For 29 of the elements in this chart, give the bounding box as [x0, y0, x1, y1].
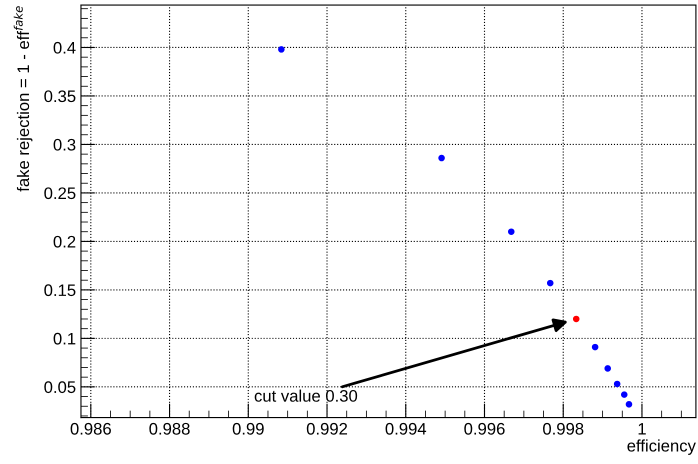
point: [438, 154, 445, 162]
point: [592, 344, 598, 350]
y-tick-label: 0.4: [54, 42, 76, 54]
y-tick-label: 0.2: [54, 236, 76, 248]
point: [546, 280, 554, 286]
point: [614, 380, 620, 388]
y-tick-label: 0.15: [44, 284, 76, 296]
x-tick-label: 0.99: [232, 422, 264, 435]
x-axis-title: efficiency: [627, 439, 696, 455]
y-tick-label: 0.3: [54, 138, 76, 151]
x-tick-label: 0.998: [543, 422, 584, 435]
point: [278, 46, 285, 53]
annotation: cut value 0.30: [254, 390, 358, 402]
point: [508, 228, 515, 235]
y-tick-label: 0.05: [44, 381, 76, 394]
x-tick-label: 0.996: [464, 422, 505, 435]
y-axis-title: fake rejection = 1 - eff$^{fake}$: [14, 6, 32, 192]
y-tick-label: 0.1: [54, 332, 76, 345]
point: [604, 365, 611, 372]
x-tick-label: 0.988: [149, 422, 190, 435]
point: [626, 401, 632, 408]
x-tick-label: 0.994: [386, 422, 426, 435]
x-tick-label: 0.986: [70, 422, 111, 435]
y-tick-label: 0.35: [44, 90, 76, 102]
y-tick-label: 0.25: [44, 187, 76, 200]
x-tick-label: 1: [638, 423, 646, 435]
point: [621, 391, 628, 398]
x-tick-label: 0.992: [306, 422, 348, 435]
point: [572, 316, 580, 322]
